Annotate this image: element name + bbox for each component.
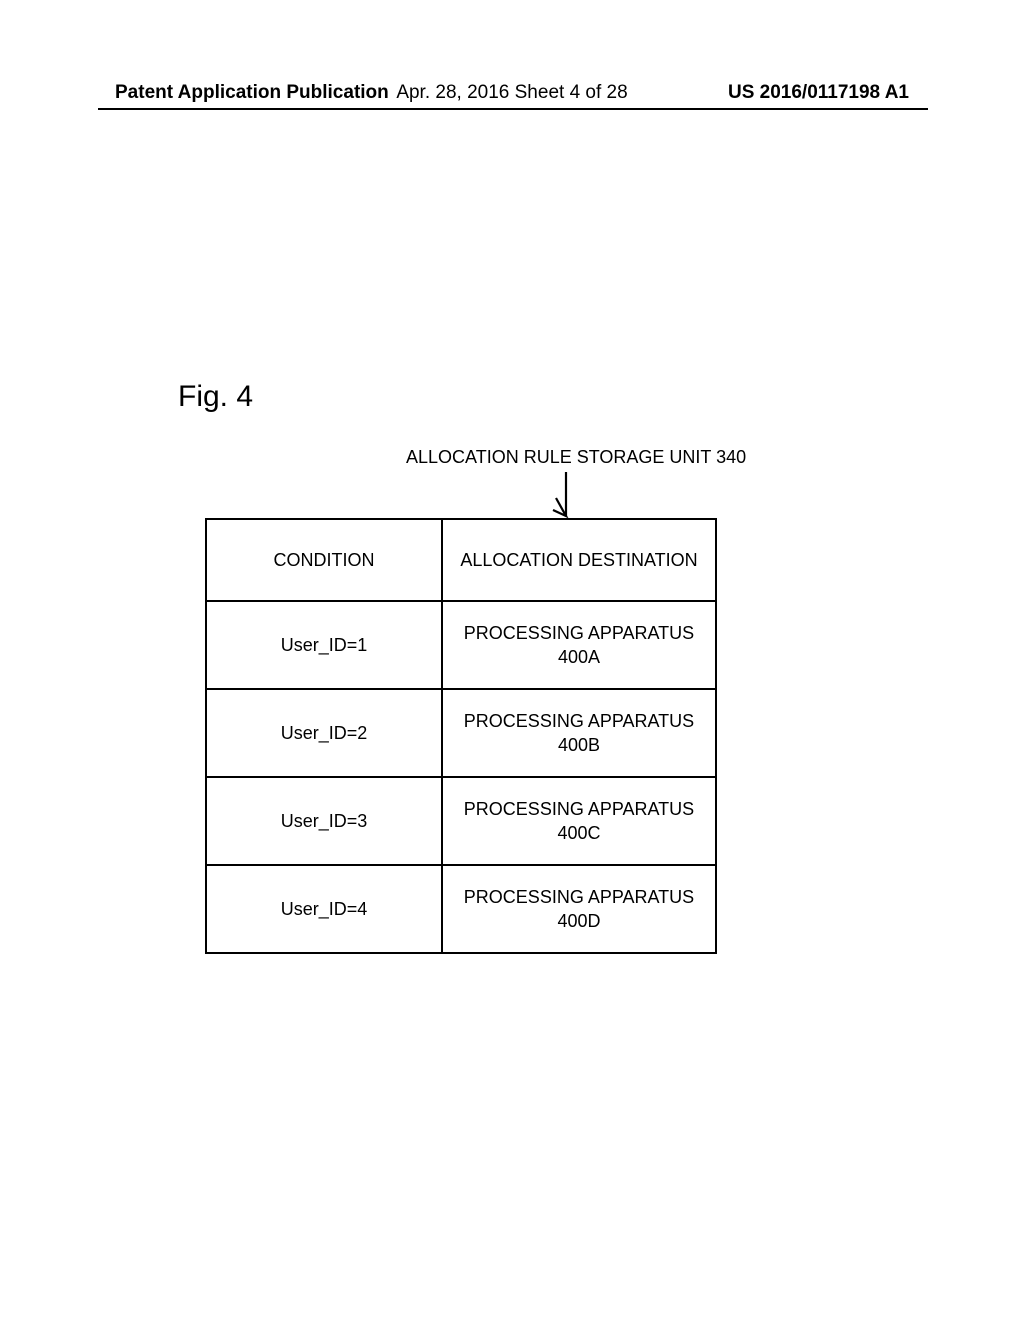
destination-cell: PROCESSING APPARATUS 400B <box>442 689 716 777</box>
header-divider <box>98 108 928 110</box>
header-publication-number: US 2016/0117198 A1 <box>728 82 909 104</box>
destination-line2: 400C <box>557 823 600 843</box>
leader-arrow-icon <box>546 470 576 518</box>
storage-unit-label: ALLOCATION RULE STORAGE UNIT 340 <box>406 447 746 468</box>
condition-cell: User_ID=3 <box>206 777 442 865</box>
header-date-sheet: Apr. 28, 2016 Sheet 4 of 28 <box>396 82 627 104</box>
destination-line1: PROCESSING APPARATUS <box>464 711 694 731</box>
destination-line2: 400A <box>558 647 600 667</box>
allocation-rule-table: CONDITION ALLOCATION DESTINATION User_ID… <box>205 518 717 954</box>
page-header: Patent Application Publication Apr. 28, … <box>0 82 1024 104</box>
condition-cell: User_ID=4 <box>206 865 442 953</box>
destination-line2: 400B <box>558 735 600 755</box>
destination-cell: PROCESSING APPARATUS 400A <box>442 601 716 689</box>
destination-line1: PROCESSING APPARATUS <box>464 799 694 819</box>
table-header-row: CONDITION ALLOCATION DESTINATION <box>206 519 716 601</box>
destination-cell: PROCESSING APPARATUS 400C <box>442 777 716 865</box>
destination-cell: PROCESSING APPARATUS 400D <box>442 865 716 953</box>
table-row: User_ID=3 PROCESSING APPARATUS 400C <box>206 777 716 865</box>
column-header-condition: CONDITION <box>206 519 442 601</box>
condition-cell: User_ID=1 <box>206 601 442 689</box>
table-row: User_ID=2 PROCESSING APPARATUS 400B <box>206 689 716 777</box>
table-row: User_ID=4 PROCESSING APPARATUS 400D <box>206 865 716 953</box>
figure-number-label: Fig. 4 <box>178 380 253 414</box>
destination-line1: PROCESSING APPARATUS <box>464 623 694 643</box>
column-header-destination: ALLOCATION DESTINATION <box>442 519 716 601</box>
destination-line2: 400D <box>557 911 600 931</box>
header-publication-type: Patent Application Publication <box>115 82 389 104</box>
condition-cell: User_ID=2 <box>206 689 442 777</box>
table-row: User_ID=1 PROCESSING APPARATUS 400A <box>206 601 716 689</box>
destination-line1: PROCESSING APPARATUS <box>464 887 694 907</box>
